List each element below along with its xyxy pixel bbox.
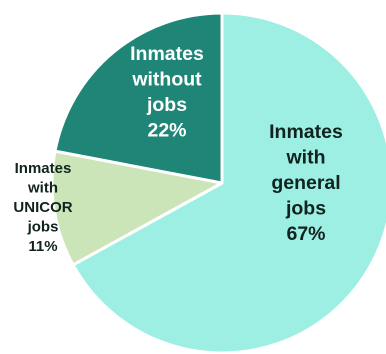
- slice-label-line: Inmates: [15, 160, 72, 177]
- pie-slice-inmates-with-general-jobs: [71, 11, 386, 354]
- slice-percentage: 22%: [147, 120, 186, 142]
- slice-label-line: Inmates: [130, 43, 204, 65]
- pie-labels: Inmates with general jobs 67% Inmates with UNIC…: [13, 43, 343, 255]
- slice-label-line: UNICOR: [13, 199, 72, 216]
- slice-label-inmates-with-unicor-jobs: Inmates with UNICOR jobs 11%: [13, 160, 72, 255]
- slice-label-line: without: [131, 69, 202, 91]
- slice-label-inmates-without-jobs: Inmates without jobs 22%: [130, 43, 204, 142]
- slice-percentage: 11%: [28, 238, 57, 255]
- slice-label-line: Inmates: [269, 121, 343, 143]
- pie-slice-inmates-with-unicor-jobs: [50, 149, 224, 267]
- slice-label-line: jobs: [27, 219, 59, 236]
- slice-label-line: jobs: [146, 94, 187, 116]
- pie-slices: [50, 11, 386, 354]
- slice-percentage: 67%: [286, 223, 325, 245]
- slice-label-line: general: [271, 172, 340, 194]
- pie-slice-inmates-without-jobs: [53, 11, 224, 185]
- slice-label-line: with: [286, 147, 326, 169]
- slice-label-line: jobs: [285, 198, 326, 220]
- slice-label-line: with: [27, 180, 58, 197]
- slice-label-inmates-with-general-jobs: Inmates with general jobs 67%: [269, 121, 343, 245]
